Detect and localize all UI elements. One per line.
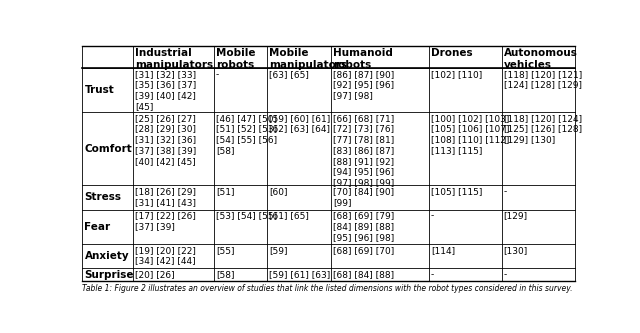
Text: [61] [65]: [61] [65] <box>269 211 308 220</box>
Text: [19] [20] [22]
[34] [42] [44]: [19] [20] [22] [34] [42] [44] <box>135 246 196 265</box>
Text: [86] [87] [90]
[92] [95] [96]
[97] [98]: [86] [87] [90] [92] [95] [96] [97] [98] <box>333 70 395 100</box>
Text: [31] [32] [33]
[35] [36] [37]
[39] [40] [42]
[45]: [31] [32] [33] [35] [36] [37] [39] [40] … <box>135 70 196 111</box>
Text: Mobile
manipulators: Mobile manipulators <box>269 48 347 70</box>
Text: Anxiety: Anxiety <box>84 251 129 261</box>
Text: Stress: Stress <box>84 192 122 202</box>
Text: -: - <box>504 270 507 279</box>
Text: [68] [69] [70]: [68] [69] [70] <box>333 246 395 255</box>
Text: Surprise: Surprise <box>84 270 134 280</box>
Text: [105] [115]: [105] [115] <box>431 187 483 196</box>
Text: [17] [22] [26]
[37] [39]: [17] [22] [26] [37] [39] <box>135 211 196 231</box>
Text: Comfort: Comfort <box>84 144 132 154</box>
Text: [51]: [51] <box>216 187 234 196</box>
Text: [114]: [114] <box>431 246 455 255</box>
Text: [46] [47] [50]
[51] [52] [53]
[54] [55] [56]
[58]: [46] [47] [50] [51] [52] [53] [54] [55] … <box>216 114 277 155</box>
Text: Autonomous
vehicles: Autonomous vehicles <box>504 48 577 70</box>
Text: Drones: Drones <box>431 48 472 58</box>
Text: -: - <box>431 211 434 220</box>
Text: -: - <box>504 187 507 196</box>
Text: [18] [26] [29]
[31] [41] [43]: [18] [26] [29] [31] [41] [43] <box>135 187 196 207</box>
Text: -: - <box>431 270 434 279</box>
Text: [130]: [130] <box>504 246 528 255</box>
Text: [59] [61] [63]: [59] [61] [63] <box>269 270 330 279</box>
Text: [66] [68] [71]
[72] [73] [76]
[77] [78] [81]
[83] [86] [87]
[88] [91] [92]
[94] : [66] [68] [71] [72] [73] [76] [77] [78] … <box>333 114 395 187</box>
Text: [68] [69] [79]
[84] [89] [88]
[95] [96] [98]: [68] [69] [79] [84] [89] [88] [95] [96] … <box>333 211 395 242</box>
Text: [59]: [59] <box>269 246 287 255</box>
Text: [100] [102] [103]
[105] [106] [107]
[108] [110] [112]
[113] [115]: [100] [102] [103] [105] [106] [107] [108… <box>431 114 509 155</box>
Text: [55]: [55] <box>216 246 234 255</box>
Text: [60]: [60] <box>269 187 287 196</box>
Text: [59] [60] [61]
[62] [63] [64]: [59] [60] [61] [62] [63] [64] <box>269 114 330 134</box>
Text: [63] [65]: [63] [65] <box>269 70 308 79</box>
Text: [53] [54] [55]: [53] [54] [55] <box>216 211 277 220</box>
Text: Mobile
robots: Mobile robots <box>216 48 255 70</box>
Text: [118] [120] [121]
[124] [128] [129]: [118] [120] [121] [124] [128] [129] <box>504 70 582 90</box>
Text: Table 1: Figure 2 illustrates an overview of studies that link the listed dimens: Table 1: Figure 2 illustrates an overvie… <box>83 284 573 293</box>
Text: [70] [84] [90]
[99]: [70] [84] [90] [99] <box>333 187 395 207</box>
Text: Industrial
manipulators: Industrial manipulators <box>135 48 214 70</box>
Text: -: - <box>216 70 219 79</box>
Text: [20] [26]: [20] [26] <box>135 270 175 279</box>
Text: [102] [110]: [102] [110] <box>431 70 482 79</box>
Text: Trust: Trust <box>84 85 114 95</box>
Text: [68] [84] [88]: [68] [84] [88] <box>333 270 395 279</box>
Text: [129]: [129] <box>504 211 528 220</box>
Text: [25] [26] [27]
[28] [29] [30]
[31] [32] [36]
[37] [38] [39]
[40] [42] [45]: [25] [26] [27] [28] [29] [30] [31] [32] … <box>135 114 196 166</box>
Text: [118] [120] [124]
[125] [126] [128]
[129] [130]: [118] [120] [124] [125] [126] [128] [129… <box>504 114 582 144</box>
Text: [58]: [58] <box>216 270 234 279</box>
Text: Fear: Fear <box>84 222 111 232</box>
Text: Humanoid
robots: Humanoid robots <box>333 48 394 70</box>
